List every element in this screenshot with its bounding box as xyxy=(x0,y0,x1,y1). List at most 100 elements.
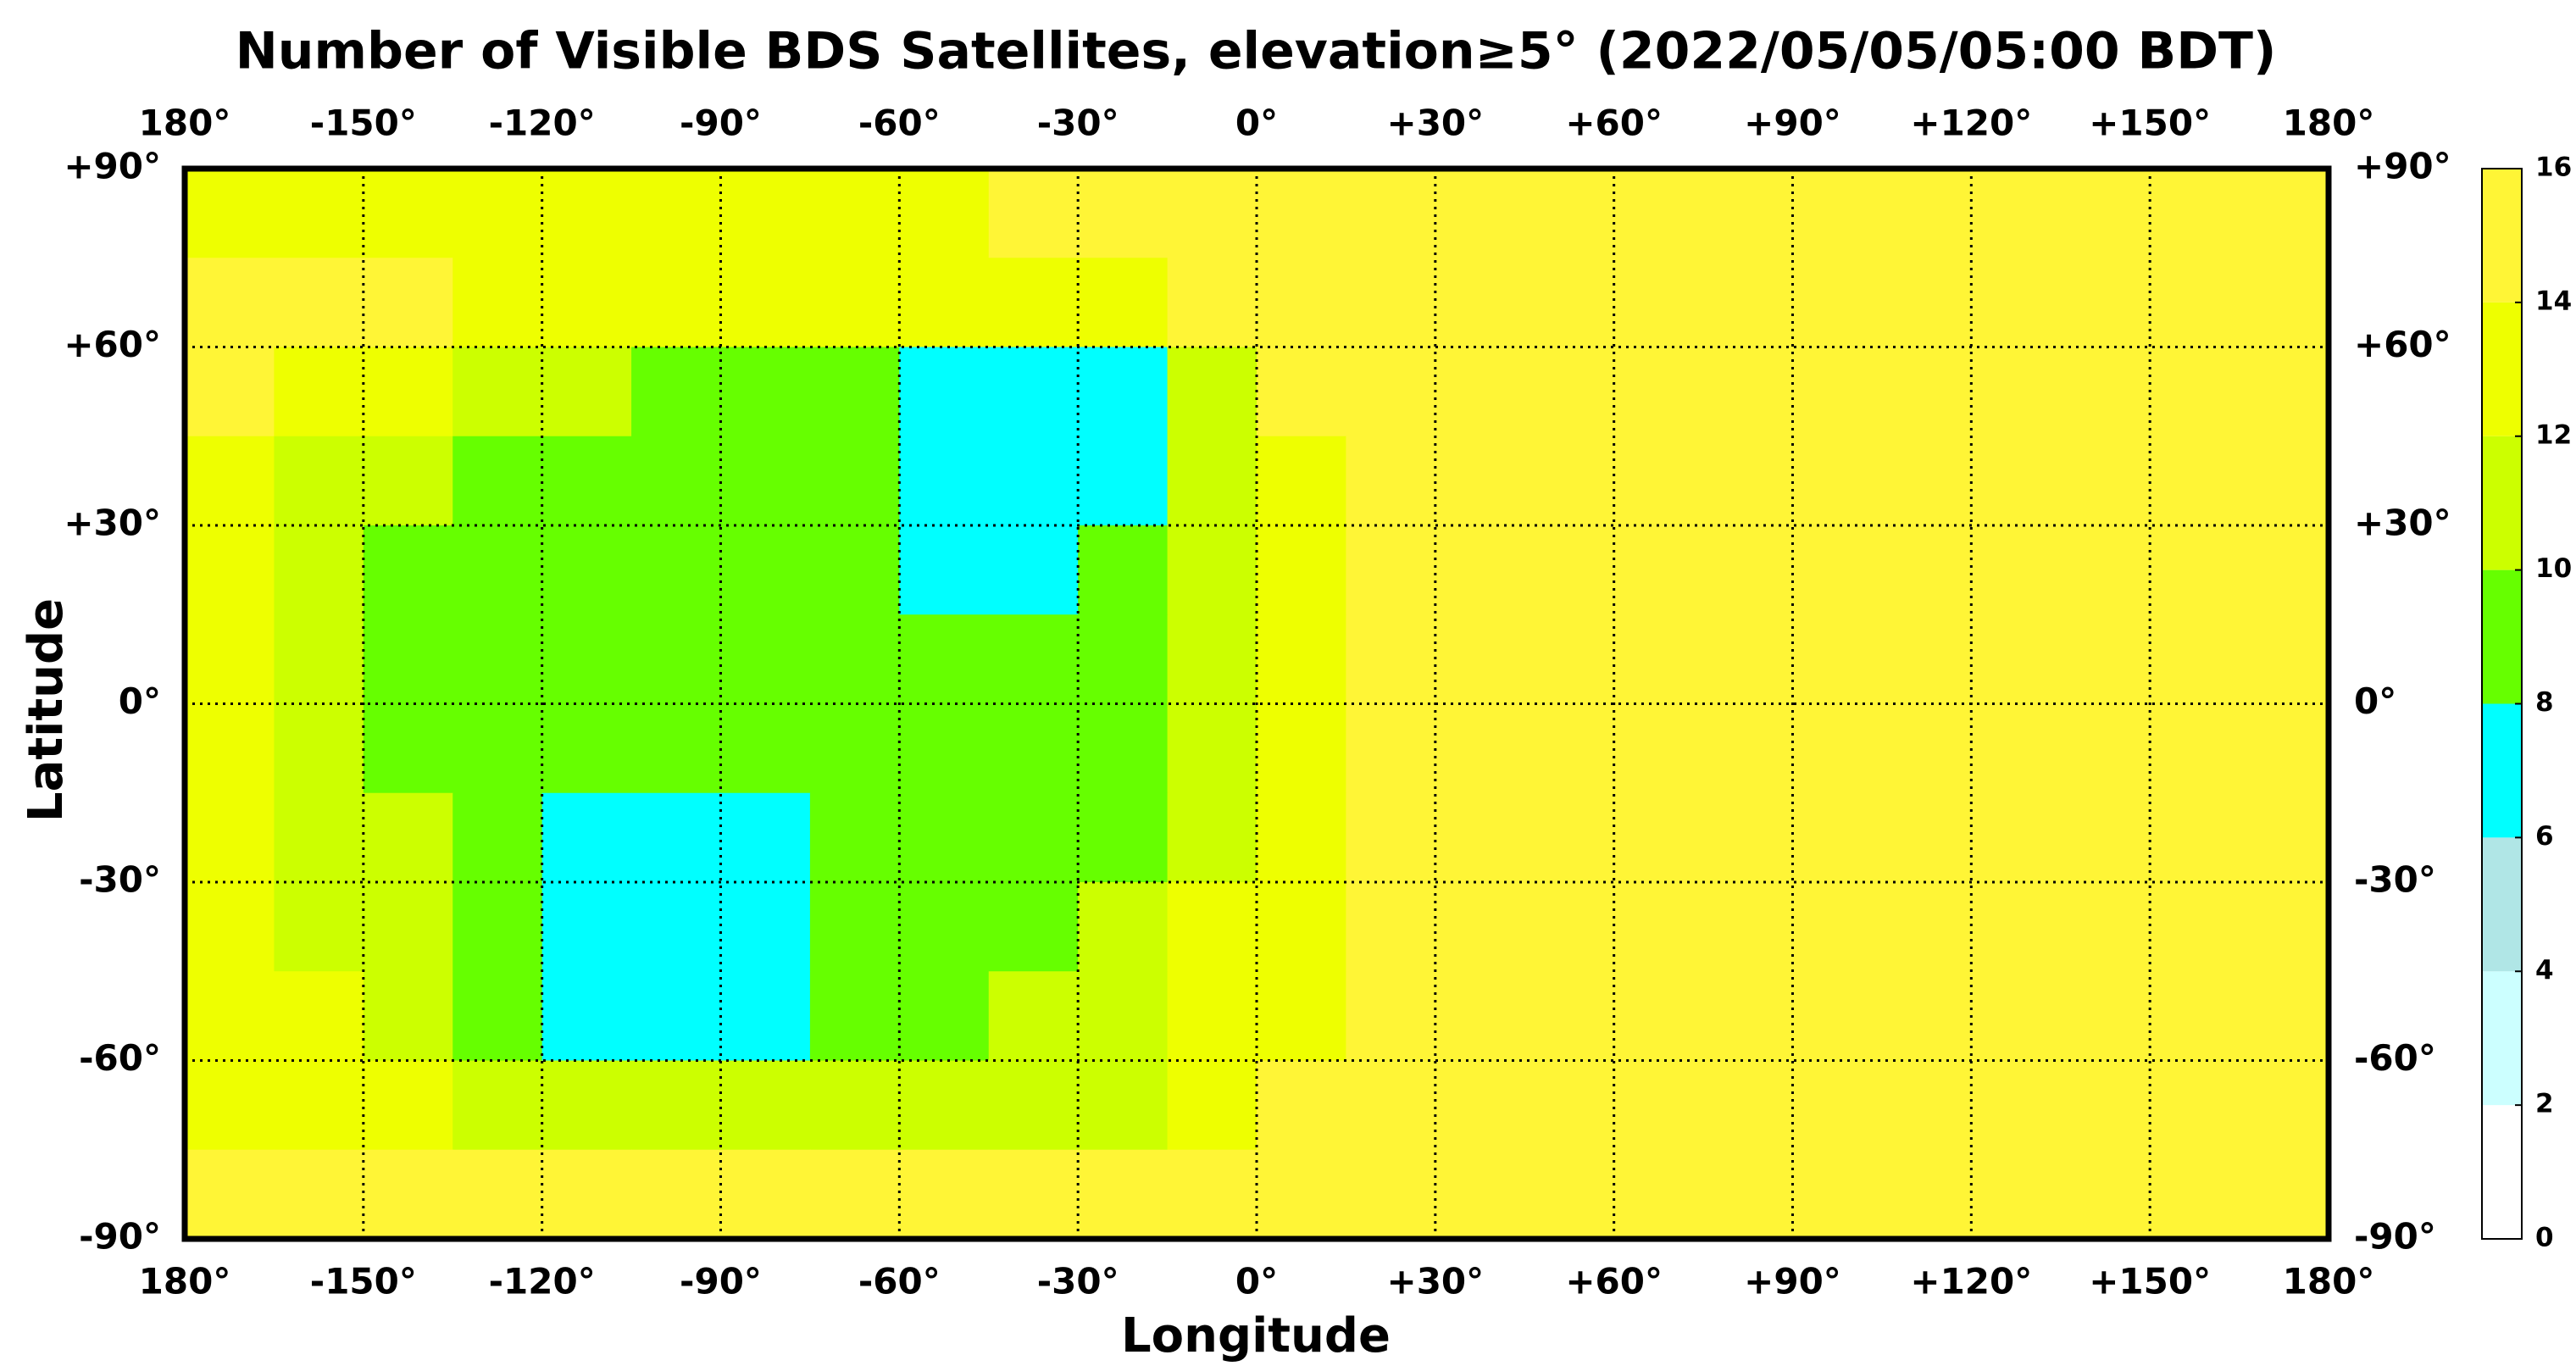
heat-cell xyxy=(899,347,990,437)
heat-cell xyxy=(541,436,632,526)
heat-cell xyxy=(1792,347,1883,437)
heat-cell xyxy=(1613,347,1704,437)
heat-cell xyxy=(1792,436,1883,526)
heat-cell xyxy=(2060,169,2151,258)
heat-cell xyxy=(631,525,721,615)
heat-cell xyxy=(809,436,900,526)
heat-cell xyxy=(2150,703,2240,794)
heat-cell xyxy=(363,792,453,883)
heat-cell xyxy=(2150,347,2240,437)
heat-cell xyxy=(899,1060,990,1151)
heat-cell xyxy=(899,436,990,526)
heat-cell xyxy=(1613,169,1704,258)
heat-cell xyxy=(185,703,275,794)
heat-cell xyxy=(1435,614,1525,704)
heat-cell xyxy=(1881,703,1972,794)
x-tick-label-top: -90° xyxy=(680,103,762,144)
heat-cell xyxy=(1971,882,2062,972)
heat-cell xyxy=(1971,971,2062,1061)
heat-cell xyxy=(809,258,900,347)
heat-cell xyxy=(1435,525,1525,615)
heat-cell xyxy=(1257,436,1346,526)
heat-cell xyxy=(1346,525,1436,615)
heat-cell xyxy=(1881,436,1972,526)
heat-cell xyxy=(1703,1060,1793,1151)
heat-cell xyxy=(988,614,1079,704)
heat-cell xyxy=(363,169,453,258)
x-tick-label-top: +30° xyxy=(1387,103,1485,144)
heat-cell xyxy=(2239,971,2329,1061)
heat-cell xyxy=(1435,971,1525,1061)
heat-cell xyxy=(1792,882,1883,972)
x-tick-label-top: 0° xyxy=(1235,103,1278,144)
heat-cell xyxy=(1435,703,1525,794)
heat-cell xyxy=(274,1060,364,1151)
heat-cell xyxy=(1703,614,1793,704)
heat-cell xyxy=(1078,525,1169,615)
heat-cell xyxy=(1792,525,1883,615)
x-tick-label-top: -120° xyxy=(489,103,596,144)
heat-cell xyxy=(363,347,453,437)
x-tick-label-top: +150° xyxy=(2089,103,2211,144)
x-tick-label-bottom: -120° xyxy=(489,1261,596,1302)
heat-cell xyxy=(363,1060,453,1151)
heat-cell xyxy=(363,436,453,526)
x-tick-label-bottom: +90° xyxy=(1744,1261,1841,1302)
heat-cell xyxy=(1703,882,1793,972)
heat-cell xyxy=(2060,436,2151,526)
colorbar-tick-label: 16 xyxy=(2535,153,2572,183)
heat-cell xyxy=(720,792,811,883)
heat-cell xyxy=(2060,258,2151,347)
heat-cell xyxy=(899,792,990,883)
heat-cell xyxy=(363,971,453,1061)
heat-cell xyxy=(1167,258,1257,347)
heat-cell xyxy=(1524,347,1615,437)
heat-cell xyxy=(1971,258,2062,347)
heat-cell xyxy=(720,1060,811,1151)
heat-cell xyxy=(720,1149,811,1240)
heat-cell xyxy=(274,258,364,347)
heat-cell xyxy=(631,882,721,972)
heat-cell xyxy=(2150,882,2240,972)
heat-cell xyxy=(809,347,900,437)
colorbar-tick-label: 6 xyxy=(2535,821,2554,852)
heat-cell xyxy=(274,971,364,1061)
heat-cell xyxy=(631,169,721,258)
heat-cell xyxy=(2239,614,2329,704)
heat-cell xyxy=(1346,169,1436,258)
x-tick-label-bottom: +120° xyxy=(1910,1261,2032,1302)
heat-cell xyxy=(899,169,990,258)
x-tick-label-bottom: 180° xyxy=(2283,1261,2375,1302)
heat-cell xyxy=(720,882,811,972)
heat-cell xyxy=(1881,971,1972,1061)
heat-cell xyxy=(363,703,453,794)
y-tick-label-right: +60° xyxy=(2354,324,2451,365)
heat-cell xyxy=(2060,525,2151,615)
chart-title: Number of Visible BDS Satellites, elevat… xyxy=(236,22,2277,81)
heat-cell xyxy=(988,169,1079,258)
x-axis-label: Longitude xyxy=(1121,1308,1391,1363)
heat-cell xyxy=(899,882,990,972)
heat-cell xyxy=(1435,436,1525,526)
heat-cell xyxy=(1881,1149,1972,1240)
heat-cell xyxy=(274,882,364,972)
heat-cell xyxy=(809,1060,900,1151)
heat-cell xyxy=(1971,1060,2062,1151)
heat-cell xyxy=(1613,971,1704,1061)
heat-cell xyxy=(185,347,275,437)
heat-cell xyxy=(1257,614,1346,704)
heat-cell xyxy=(274,614,364,704)
heat-cell xyxy=(452,1149,543,1240)
heat-cell xyxy=(1078,882,1169,972)
heat-cell xyxy=(185,1149,275,1240)
heat-cell xyxy=(2239,792,2329,883)
heat-cell xyxy=(185,436,275,526)
heat-cell xyxy=(2239,882,2329,972)
heat-cell xyxy=(1435,792,1525,883)
heat-cell xyxy=(452,882,543,972)
heat-cell xyxy=(1792,792,1883,883)
heat-cell xyxy=(274,703,364,794)
heat-cell xyxy=(541,525,632,615)
heat-cell xyxy=(2060,792,2151,883)
